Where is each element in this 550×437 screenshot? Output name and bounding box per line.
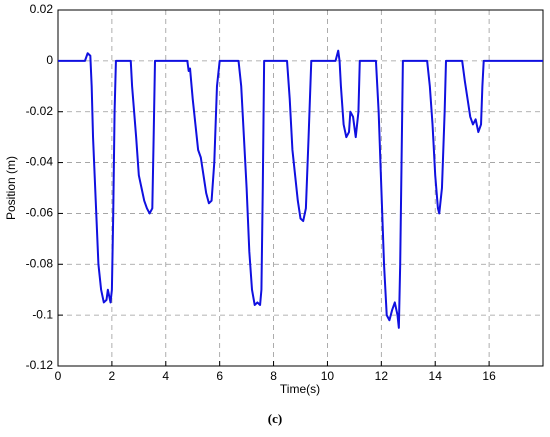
y-tick-label: -0.06 xyxy=(26,206,54,220)
caption: (c) xyxy=(268,411,282,426)
x-tick-label: 10 xyxy=(321,369,335,383)
y-tick-label: -0.12 xyxy=(26,358,54,372)
x-tick-label: 0 xyxy=(55,369,62,383)
x-tick-label: 14 xyxy=(429,369,443,383)
data-line xyxy=(58,49,543,329)
y-tick-label: 0.02 xyxy=(30,2,54,16)
y-tick-label: -0.08 xyxy=(26,256,54,270)
x-tick-label: 16 xyxy=(482,369,496,383)
y-tick-label: -0.1 xyxy=(32,307,53,321)
x-tick-label: 8 xyxy=(270,369,277,383)
x-tick-label: 6 xyxy=(216,369,223,383)
plot-frame xyxy=(57,9,544,367)
y-tick-label: -0.02 xyxy=(26,104,54,118)
x-axis-label: Time(s) xyxy=(280,382,320,396)
y-tick-label: 0 xyxy=(46,53,53,67)
y-axis-label: Position (m) xyxy=(4,156,18,220)
x-tick-label: 12 xyxy=(375,369,389,383)
y-tick-label: -0.04 xyxy=(26,155,54,169)
x-tick-label: 2 xyxy=(109,369,116,383)
x-tick-label: 4 xyxy=(162,369,169,383)
